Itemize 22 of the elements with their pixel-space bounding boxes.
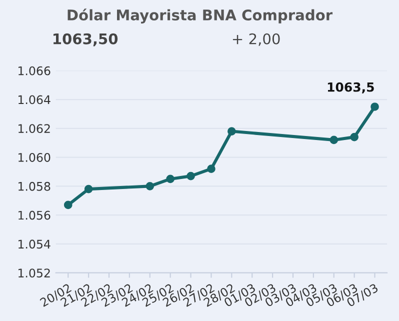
y-tick-label: 1.066 xyxy=(18,66,50,76)
y-tick-label: 1.056 xyxy=(18,210,50,220)
y-tick-label: 1.052 xyxy=(18,268,50,278)
point xyxy=(186,172,195,180)
point xyxy=(146,182,154,190)
point xyxy=(370,102,379,111)
point xyxy=(350,132,358,142)
point xyxy=(64,200,72,210)
y-tick-label: 1.062 xyxy=(18,124,50,134)
text: + 2,00 xyxy=(232,33,280,46)
point xyxy=(207,164,216,174)
chart-title: Dólar Mayorista BNA Comprador xyxy=(68,8,333,24)
text: 1063,50 xyxy=(54,33,118,46)
y-tick-label: 1.054 xyxy=(18,240,50,249)
point xyxy=(228,127,236,136)
point xyxy=(166,174,175,184)
y-tick-label: 1.064 xyxy=(18,95,50,104)
point xyxy=(84,184,93,194)
y-tick-label: 1.060 xyxy=(18,153,50,162)
y-tick-label: 1.058 xyxy=(18,182,50,191)
annotation: 1063,5 xyxy=(328,82,374,94)
point xyxy=(330,136,338,144)
